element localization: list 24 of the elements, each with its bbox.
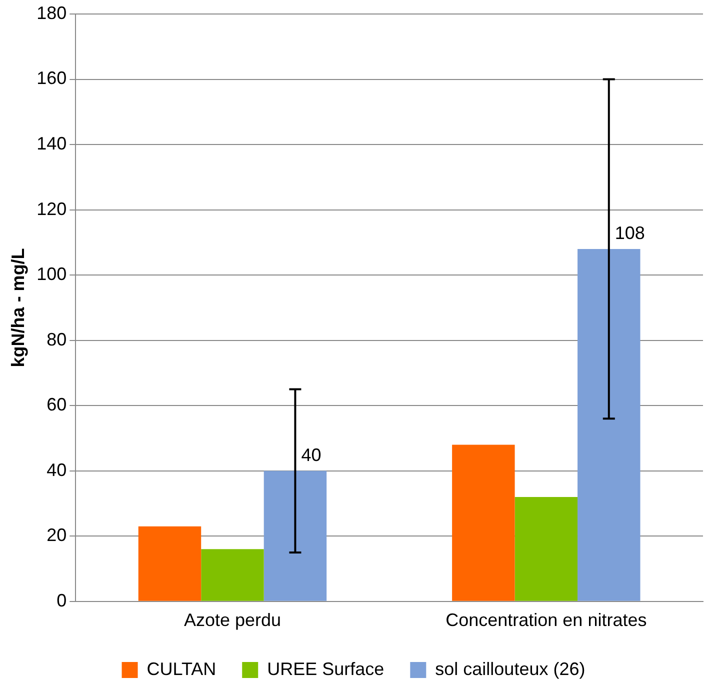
data-label: 108 — [614, 222, 645, 243]
y-axis-title: kgN/ha - mg/L — [8, 248, 28, 368]
bar — [264, 470, 327, 601]
data-label: 40 — [301, 444, 322, 465]
legend-label: CULTAN — [146, 658, 216, 679]
legend-label: sol caillouteux (26) — [435, 658, 586, 679]
y-tick-label: 40 — [46, 460, 67, 480]
bar — [452, 444, 515, 601]
y-tick-label: 80 — [46, 329, 67, 350]
x-tick-label: Azote perdu — [184, 610, 282, 630]
bar — [201, 549, 264, 601]
y-tick-label: 140 — [36, 134, 67, 154]
y-tick-label: 120 — [36, 198, 67, 219]
y-tick-label: 0 — [56, 590, 67, 610]
bar — [514, 496, 578, 601]
bar — [138, 526, 202, 601]
y-tick-label: 160 — [36, 68, 67, 88]
y-tick-label: 180 — [36, 2, 67, 23]
legend-label: UREE Surface — [267, 658, 384, 679]
bar — [578, 248, 640, 601]
y-tick-label: 20 — [46, 525, 67, 546]
x-tick-label: Concentration en nitrates — [446, 610, 647, 630]
y-tick-label: 100 — [36, 264, 67, 284]
y-tick-label: 60 — [46, 394, 67, 415]
